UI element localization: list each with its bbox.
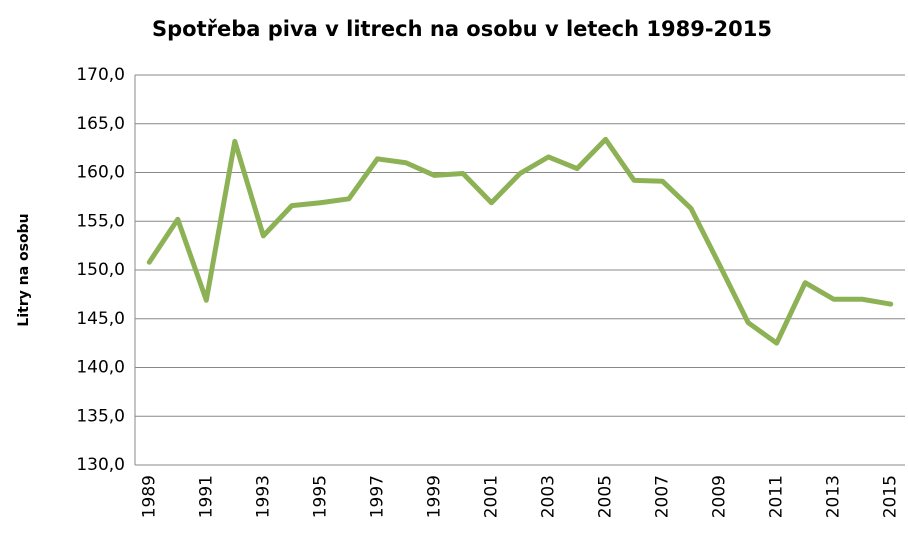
y-tick-label: 165,0 (76, 114, 125, 134)
y-axis-label: Litry na osobu (16, 213, 32, 326)
y-tick-label: 130,0 (76, 455, 125, 475)
x-tick-label: 2011 (767, 475, 787, 518)
x-tick-label: 1997 (367, 475, 387, 518)
x-tick-label: 1993 (253, 475, 273, 518)
chart-title: Spotřeba piva v litrech na osobu v letec… (152, 17, 772, 41)
x-tick-label: 1989 (139, 475, 159, 518)
x-tick-label: 2001 (481, 475, 501, 518)
data-line (146, 136, 894, 346)
x-tick-label: 2013 (824, 475, 844, 518)
y-tick-label: 135,0 (76, 406, 125, 426)
y-tick-label: 150,0 (76, 260, 125, 280)
x-tick-label: 2007 (653, 475, 673, 518)
x-tick-label: 1995 (310, 475, 330, 518)
x-tick-label: 1999 (424, 475, 444, 518)
x-tick-label: 2009 (710, 475, 730, 518)
y-tick-label: 145,0 (76, 309, 125, 329)
x-tick-label: 2005 (596, 475, 616, 518)
x-tick-label: 2003 (539, 475, 559, 518)
y-tick-label: 170,0 (76, 65, 125, 85)
y-tick-label: 160,0 (76, 163, 125, 183)
x-tick-label: 1991 (196, 475, 216, 518)
y-tick-label: 155,0 (76, 211, 125, 231)
y-tick-label: 140,0 (76, 358, 125, 378)
x-tick-label: 2015 (881, 475, 901, 518)
